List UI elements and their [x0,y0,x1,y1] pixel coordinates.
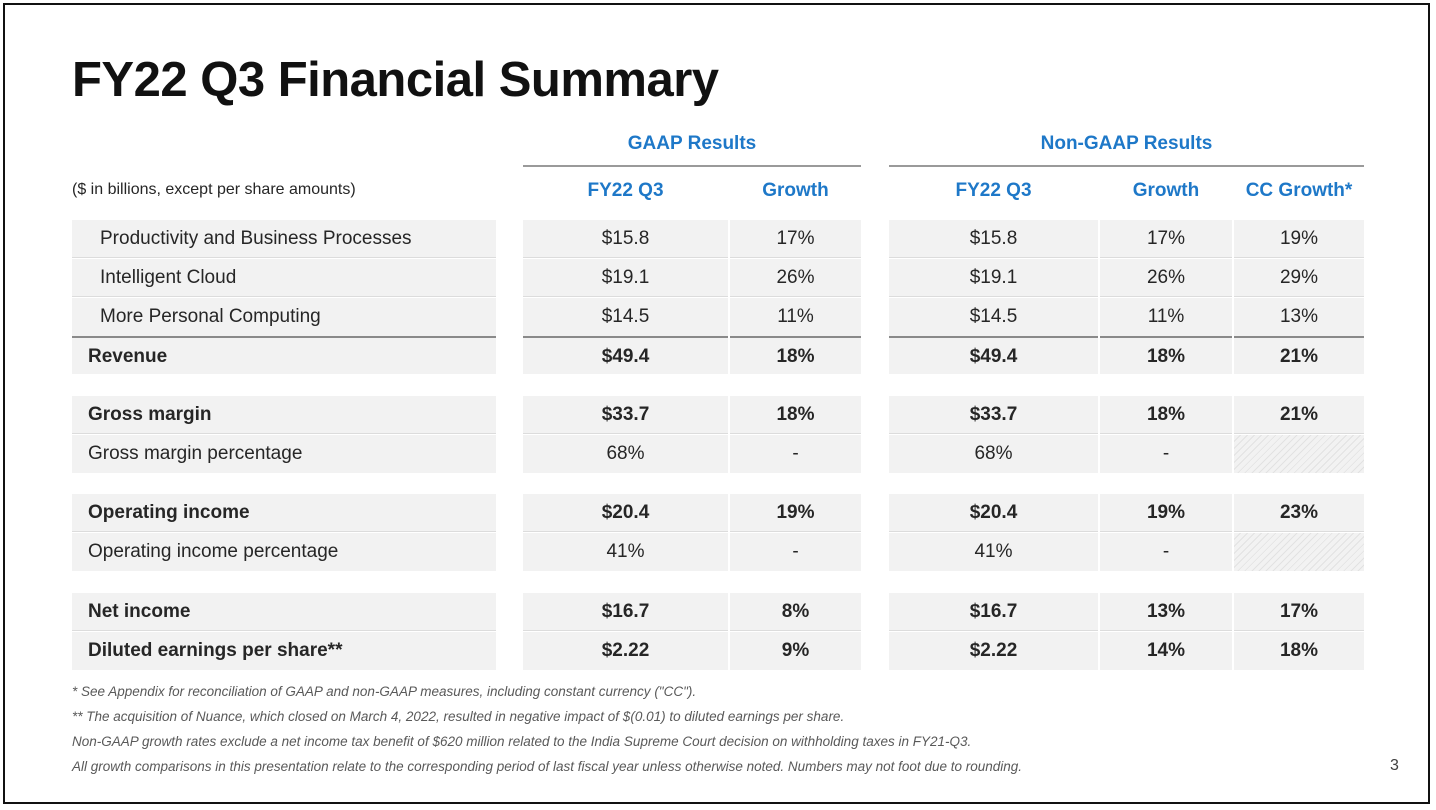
table-row: Operating income percentage 41% -41% - [0,533,1436,571]
value-cell: $20.4 [523,494,728,532]
value-cell: 68% [523,435,728,473]
value-cell: $19.1 [889,259,1098,297]
table-row: Revenue $49.4 18% $49.4 18% 21% [0,336,1436,374]
row-label: Revenue [72,336,496,374]
value-cell: 9% [730,632,861,670]
value-cell: $2.22 [523,632,728,670]
value-cell: 14% [1100,632,1232,670]
value-cell: $14.5 [889,298,1098,336]
value-cell: 8% [730,593,861,631]
value-cell: - [1100,533,1232,571]
slide-frame [3,3,1430,804]
gaap-divider [523,165,861,167]
value-cell: $2.22 [889,632,1098,670]
value-cell: 21% [1234,396,1364,434]
value-cell: 18% [1234,632,1364,670]
table-row: Net income $16.7 8% $16.7 13% 17% [0,593,1436,631]
value-cell: $19.1 [523,259,728,297]
value-cell: 18% [1100,396,1232,434]
value-cell: 18% [1100,336,1232,374]
value-cell: 13% [1100,593,1232,631]
value-cell: 19% [1100,494,1232,532]
table-row: More Personal Computing $14.5 11% $14.5 11% 1… [0,298,1436,336]
table-row: Gross margin percentage 68% -68% - [0,435,1436,473]
value-cell: $14.5 [523,298,728,336]
value-cell: $15.8 [889,220,1098,258]
table-row: Intelligent Cloud $19.1 26% $19.1 26% 29% [0,259,1436,297]
column-header-nongaap-fy22q3: FY22 Q3 [955,180,1032,201]
value-cell: 11% [730,298,861,336]
column-header-gaap-fy22q3: FY22 Q3 [587,180,664,201]
value-cell: 18% [730,336,861,374]
row-label: Operating income [72,494,496,532]
column-header-gaap-growth: Growth [762,180,829,201]
non-gaap-divider [889,165,1364,167]
row-label: Net income [72,593,496,631]
value-cell: - [1100,435,1232,473]
value-cell: 18% [730,396,861,434]
non-gaap-results-header: Non-GAAP Results [1040,133,1213,154]
footnote: * See Appendix for reconciliation of GAA… [72,684,697,699]
value-cell: 17% [1100,220,1232,258]
value-cell: 41% [523,533,728,571]
value-cell: 21% [1234,336,1364,374]
value-cell: 17% [1234,593,1364,631]
table-row: Gross margin $33.7 18% $33.7 18% 21% [0,396,1436,434]
value-cell: - [730,533,861,571]
row-label: Productivity and Business Processes [72,220,496,258]
footnote: All growth comparisons in this presentat… [72,759,1023,774]
value-cell: 17% [730,220,861,258]
value-cell: $49.4 [523,336,728,374]
value-cell: 29% [1234,259,1364,297]
value-cell: $49.4 [889,336,1098,374]
value-cell: 68% [889,435,1098,473]
value-cell: $16.7 [523,593,728,631]
column-header-cc-growth: CC Growth* [1245,180,1353,201]
value-cell: - [730,435,861,473]
value-cell: 19% [1234,220,1364,258]
value-cell: 23% [1234,494,1364,532]
value-cell: 41% [889,533,1098,571]
value-cell: $33.7 [889,396,1098,434]
value-cell: 11% [1100,298,1232,336]
row-label: Gross margin [72,396,496,434]
row-label: Operating income percentage [72,533,496,571]
empty-hatched-cell [1234,533,1364,571]
footnote: Non-GAAP growth rates exclude a net inco… [72,734,972,749]
value-cell: $20.4 [889,494,1098,532]
value-cell: 19% [730,494,861,532]
row-label: Gross margin percentage [72,435,496,473]
page-number: 3 [1390,757,1399,774]
row-label: Intelligent Cloud [72,259,496,297]
row-label: Diluted earnings per share** [72,632,496,670]
value-cell: 26% [730,259,861,297]
gaap-results-header: GAAP Results [627,133,757,154]
value-cell: $15.8 [523,220,728,258]
value-cell: $33.7 [523,396,728,434]
units-note: ($ in billions, except per share amounts… [72,181,356,198]
table-row: Diluted earnings per share** $2.22 9% $2.22… [0,632,1436,670]
row-label: More Personal Computing [72,298,496,336]
value-cell: 26% [1100,259,1232,297]
value-cell: $16.7 [889,593,1098,631]
table-row: Operating income $20.4 19% $20.4 19% 23% [0,494,1436,532]
column-header-nongaap-growth: Growth [1132,180,1200,201]
page-title: FY22 Q3 Financial Summary [72,53,719,107]
value-cell: 13% [1234,298,1364,336]
empty-hatched-cell [1234,435,1364,473]
footnote: ** The acquisition of Nuance, which clos… [72,709,845,724]
table-row: Productivity and Business Processes $15.8… [0,220,1436,258]
